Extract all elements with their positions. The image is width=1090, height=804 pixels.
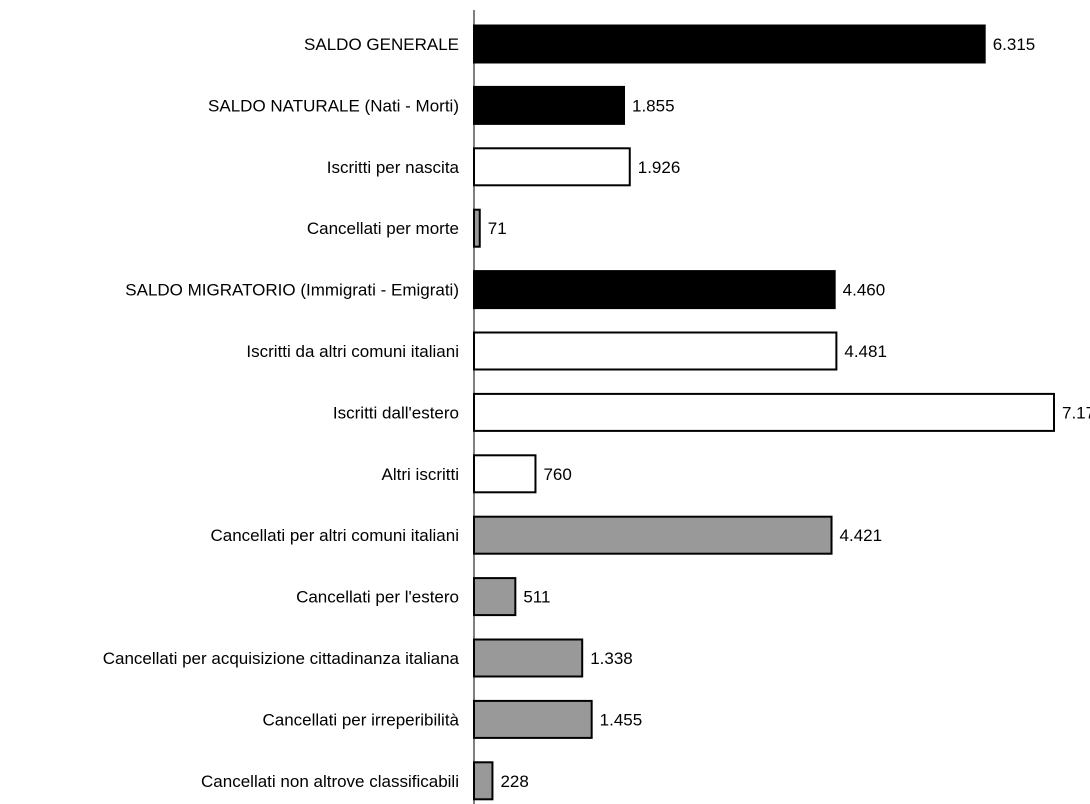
bar xyxy=(473,577,517,617)
category-label: Cancellati non altrove classificabili xyxy=(201,772,459,791)
category-label: Altri iscritti xyxy=(382,465,459,484)
category-label: SALDO NATURALE (Nati - Morti) xyxy=(208,96,459,115)
value-label: 7.172 xyxy=(1062,403,1090,422)
value-label: 4.421 xyxy=(840,526,883,545)
value-label: 760 xyxy=(543,465,571,484)
value-label: 1.455 xyxy=(600,710,643,729)
category-label: Cancellati per morte xyxy=(307,219,459,238)
value-label: 71 xyxy=(488,219,507,238)
bar xyxy=(473,515,833,555)
category-label: Cancellati per irreperibilità xyxy=(262,710,459,729)
bar xyxy=(473,331,838,371)
bar xyxy=(473,147,631,187)
category-label: Iscritti dall'estero xyxy=(333,403,459,422)
bar xyxy=(473,208,481,248)
value-label: 1.338 xyxy=(590,649,633,668)
bar xyxy=(473,761,494,801)
category-label: Cancellati per acquisizione cittadinanza… xyxy=(103,649,460,668)
labels-group: SALDO GENERALE 6.315 SALDO NATURALE (Nati … xyxy=(103,35,1090,791)
bar xyxy=(473,638,584,678)
value-label: 228 xyxy=(500,772,528,791)
bar xyxy=(473,85,626,125)
value-label: 511 xyxy=(523,588,550,607)
bar xyxy=(473,24,986,64)
bar xyxy=(473,699,593,739)
category-label: Iscritti per nascita xyxy=(327,158,460,177)
bar xyxy=(473,454,537,494)
value-label: 4.481 xyxy=(844,342,887,361)
category-label: Iscritti da altri comuni italiani xyxy=(246,342,459,361)
category-label: SALDO MIGRATORIO (Immigrati - Emigrati) xyxy=(125,281,459,300)
value-label: 1.855 xyxy=(632,96,675,115)
category-label: Cancellati per altri comuni italiani xyxy=(210,526,459,545)
category-label: SALDO GENERALE xyxy=(304,35,459,54)
bar xyxy=(473,392,1055,432)
value-label: 4.460 xyxy=(843,281,886,300)
bars-group xyxy=(473,24,1055,801)
value-label: 1.926 xyxy=(638,158,681,177)
value-label: 6.315 xyxy=(993,35,1036,54)
category-label: Cancellati per l'estero xyxy=(296,588,459,607)
bar xyxy=(473,270,836,310)
